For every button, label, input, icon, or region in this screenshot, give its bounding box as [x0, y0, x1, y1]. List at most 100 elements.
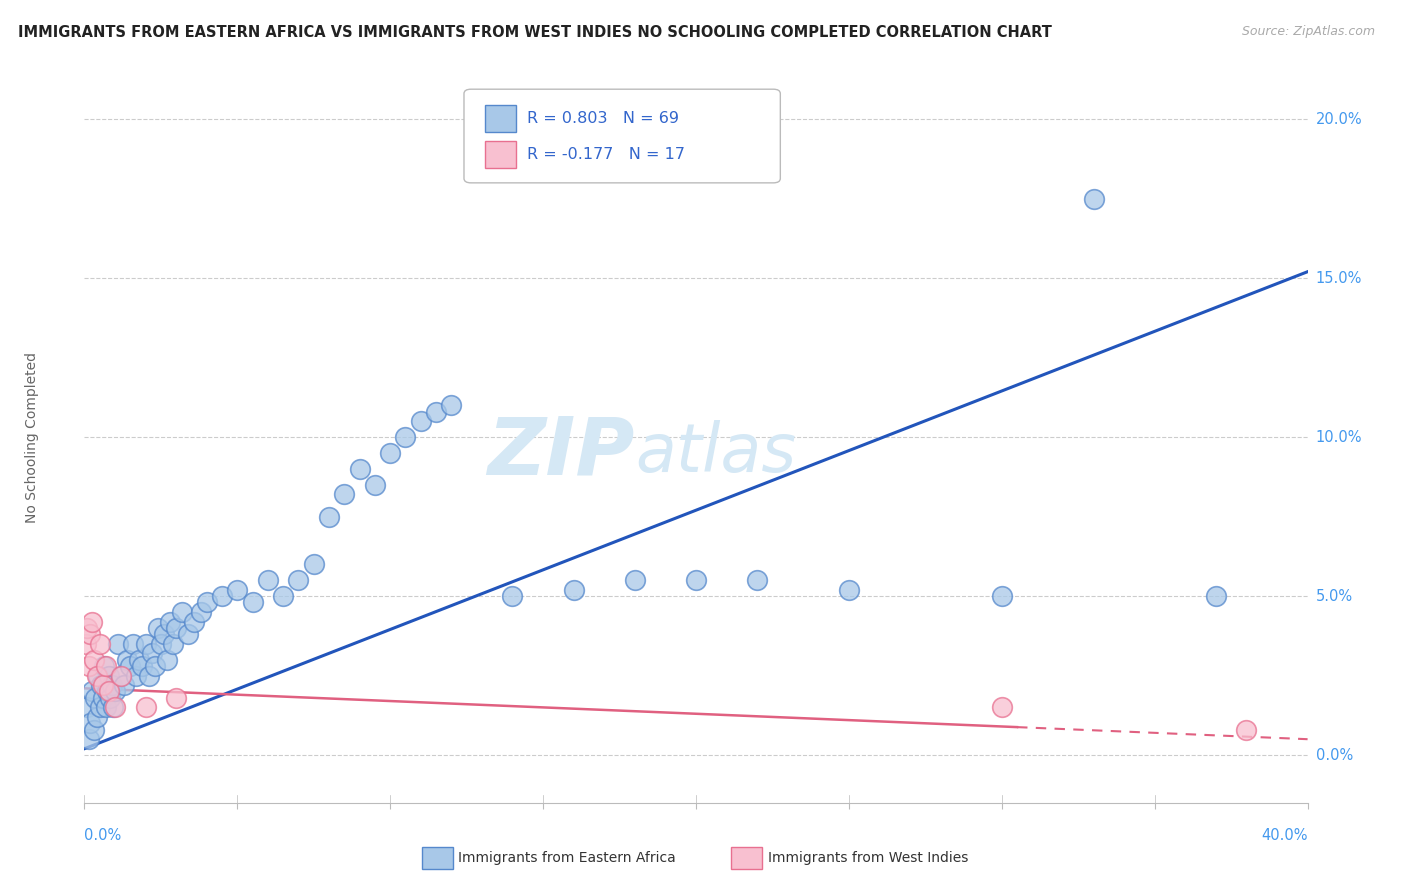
Point	[91, 678, 114, 692]
Text: 10.0%: 10.0%	[1316, 430, 1362, 444]
Point	[104, 684, 127, 698]
Point	[83, 653, 105, 667]
Point	[624, 573, 647, 587]
Text: No Schooling Completed: No Schooling Completed	[24, 351, 38, 523]
Point	[89, 700, 111, 714]
Point	[76, 700, 98, 714]
Point	[165, 621, 187, 635]
Text: Immigrants from Eastern Africa: Immigrants from Eastern Africa	[458, 851, 676, 865]
Point	[80, 684, 103, 698]
Point	[86, 710, 108, 724]
Point	[394, 430, 416, 444]
Point	[183, 615, 205, 629]
Point	[333, 487, 356, 501]
Point	[89, 637, 111, 651]
Point	[93, 659, 115, 673]
Point	[745, 573, 768, 587]
Point	[138, 668, 160, 682]
Point	[364, 477, 387, 491]
Point	[409, 414, 432, 428]
Point	[226, 582, 249, 597]
Point	[90, 678, 112, 692]
Point	[165, 690, 187, 705]
Text: IMMIGRANTS FROM EASTERN AFRICA VS IMMIGRANTS FROM WEST INDIES NO SCHOOLING COMPL: IMMIGRANTS FROM EASTERN AFRICA VS IMMIGR…	[18, 25, 1052, 40]
Point	[128, 653, 150, 667]
Point	[177, 627, 200, 641]
Point	[302, 558, 325, 572]
Text: atlas: atlas	[636, 420, 796, 486]
Point	[135, 700, 157, 714]
Point	[271, 589, 294, 603]
Text: 40.0%: 40.0%	[1261, 828, 1308, 843]
Point	[75, 637, 97, 651]
Point	[79, 716, 101, 731]
Point	[125, 668, 148, 682]
Point	[97, 684, 120, 698]
Point	[87, 668, 110, 682]
Point	[110, 668, 132, 682]
Text: Source: ZipAtlas.com: Source: ZipAtlas.com	[1241, 25, 1375, 38]
Point	[153, 627, 176, 641]
Point	[440, 398, 463, 412]
Point	[103, 700, 125, 714]
Text: Immigrants from West Indies: Immigrants from West Indies	[768, 851, 969, 865]
Point	[990, 700, 1012, 714]
Point	[195, 595, 218, 609]
Point	[94, 659, 117, 673]
Point	[112, 678, 135, 692]
Point	[425, 404, 447, 418]
Point	[104, 700, 127, 714]
Point	[122, 637, 145, 651]
Point	[84, 690, 107, 705]
Point	[131, 659, 153, 673]
Text: 0.0%: 0.0%	[84, 828, 121, 843]
Point	[1234, 723, 1257, 737]
Text: 20.0%: 20.0%	[1316, 112, 1362, 127]
Point	[79, 627, 101, 641]
Point	[349, 462, 371, 476]
Point	[86, 668, 108, 682]
Point	[77, 732, 100, 747]
Point	[1083, 192, 1105, 206]
Point	[91, 690, 114, 705]
Point	[318, 509, 340, 524]
Point	[838, 582, 860, 597]
Point	[110, 668, 132, 682]
Point	[242, 595, 264, 609]
Point	[97, 668, 120, 682]
Point	[83, 723, 105, 737]
Point	[190, 605, 212, 619]
Point	[98, 690, 121, 705]
Point	[685, 573, 707, 587]
Text: ZIP: ZIP	[488, 414, 636, 492]
Point	[77, 659, 100, 673]
Text: 15.0%: 15.0%	[1316, 270, 1362, 285]
Point	[149, 637, 172, 651]
Point	[135, 637, 157, 651]
Point	[76, 621, 98, 635]
Point	[96, 684, 118, 698]
Point	[159, 615, 181, 629]
Point	[211, 589, 233, 603]
Point	[120, 659, 142, 673]
Point	[257, 573, 280, 587]
Point	[80, 615, 103, 629]
Point	[141, 646, 163, 660]
Point	[172, 605, 194, 619]
Point	[146, 621, 169, 635]
Text: R = -0.177   N = 17: R = -0.177 N = 17	[527, 147, 685, 161]
Text: 5.0%: 5.0%	[1316, 589, 1353, 604]
Point	[287, 573, 309, 587]
Point	[94, 700, 117, 714]
Point	[115, 653, 138, 667]
Point	[156, 653, 179, 667]
Point	[380, 446, 402, 460]
Point	[107, 637, 129, 651]
Point	[990, 589, 1012, 603]
Point	[562, 582, 585, 597]
Text: 0.0%: 0.0%	[1316, 747, 1353, 763]
Text: R = 0.803   N = 69: R = 0.803 N = 69	[527, 112, 679, 126]
Point	[162, 637, 184, 651]
Point	[143, 659, 166, 673]
Point	[101, 678, 124, 692]
